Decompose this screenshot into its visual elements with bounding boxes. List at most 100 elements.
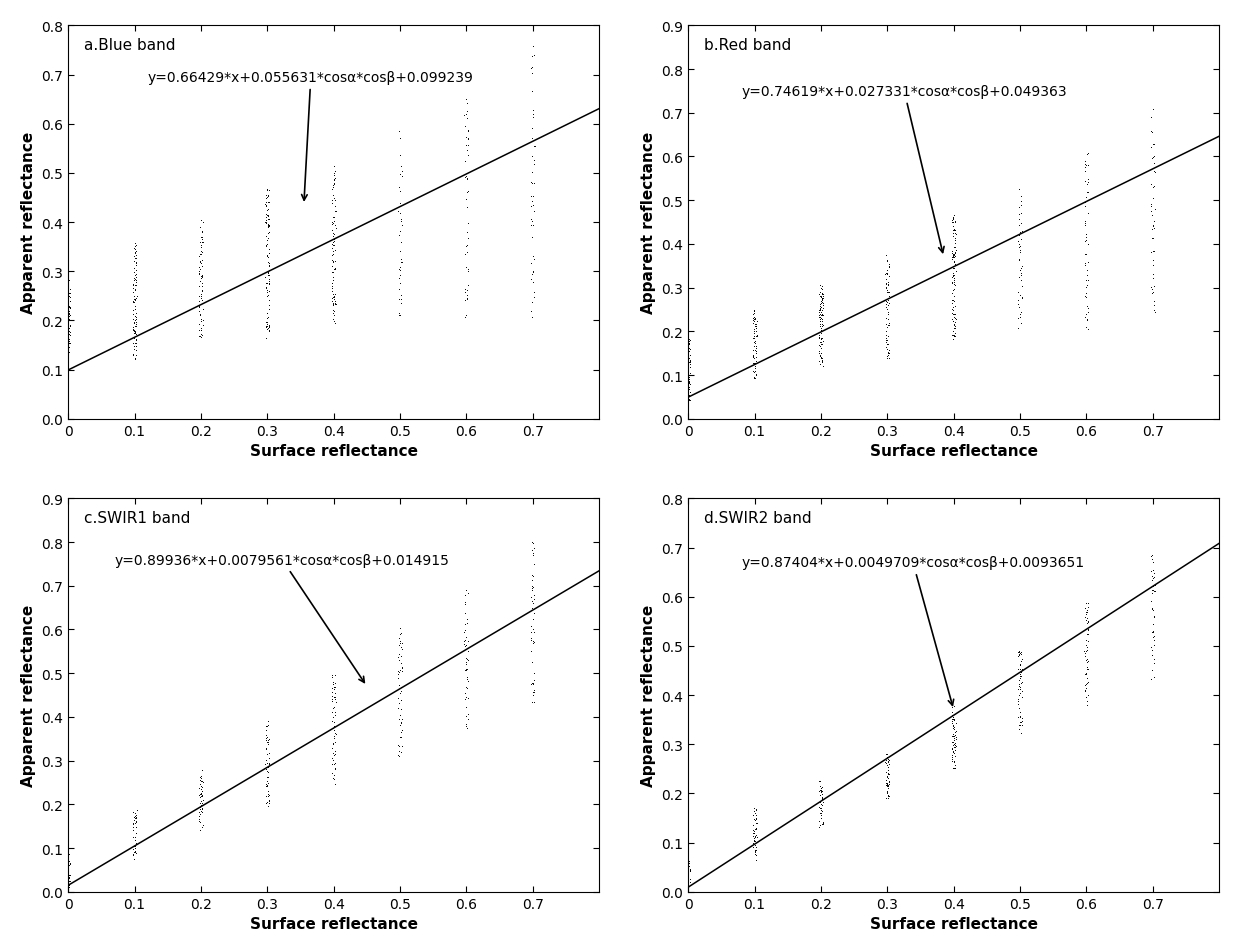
Point <box>812 287 832 302</box>
Point <box>1009 657 1029 672</box>
Point <box>1141 640 1161 655</box>
Point <box>324 171 343 187</box>
Point <box>942 286 962 301</box>
Point <box>678 364 698 379</box>
Point <box>459 149 479 164</box>
Point <box>326 221 346 236</box>
Point <box>811 781 831 796</box>
Point <box>522 573 542 588</box>
Point <box>946 730 966 745</box>
Point <box>944 329 963 345</box>
Point <box>126 336 146 351</box>
Point <box>456 239 476 254</box>
Point <box>459 585 479 601</box>
Point <box>942 712 962 727</box>
Point <box>1143 137 1163 152</box>
Point <box>942 707 962 723</box>
Point <box>677 356 697 371</box>
Point <box>1079 614 1099 629</box>
Point <box>944 754 963 769</box>
Point <box>192 783 212 799</box>
Point <box>126 288 146 304</box>
Point <box>259 298 279 313</box>
Point <box>677 347 697 362</box>
Point <box>325 680 345 695</box>
Point <box>522 121 542 136</box>
Point <box>523 677 543 692</box>
Point <box>810 338 830 353</box>
Point <box>125 325 145 340</box>
Point <box>125 251 145 267</box>
Point <box>680 350 699 366</box>
Point <box>258 209 278 225</box>
Point <box>123 304 143 319</box>
Point <box>57 324 77 339</box>
Point <box>1076 307 1096 323</box>
Point <box>392 648 412 664</box>
Point <box>57 871 77 886</box>
Point <box>945 215 965 230</box>
Point <box>945 743 965 758</box>
Point <box>1143 285 1163 300</box>
Point <box>191 774 211 789</box>
Point <box>677 376 697 391</box>
Point <box>259 745 279 761</box>
Point <box>324 244 343 259</box>
Point <box>877 263 897 278</box>
Point <box>678 385 698 400</box>
Point <box>811 783 831 799</box>
Point <box>877 272 897 288</box>
Point <box>255 239 275 254</box>
Point <box>191 213 211 228</box>
Point <box>1141 110 1161 126</box>
Point <box>813 288 833 303</box>
Point <box>192 225 212 240</box>
Point <box>945 246 965 261</box>
Point <box>58 340 78 355</box>
Point <box>1079 238 1099 253</box>
Point <box>523 218 543 233</box>
Point <box>810 310 830 326</box>
Point <box>811 805 831 821</box>
Point <box>1009 709 1029 724</box>
Point <box>1078 655 1097 670</box>
Point <box>810 297 830 312</box>
Point <box>325 193 345 208</box>
Point <box>875 277 895 292</box>
Point <box>944 240 963 255</box>
Point <box>745 317 765 332</box>
Point <box>389 262 409 277</box>
Point <box>1142 586 1162 602</box>
Point <box>812 279 832 294</box>
Point <box>681 863 701 878</box>
Point <box>1078 237 1097 252</box>
Point <box>1011 662 1030 677</box>
Point <box>523 198 543 213</box>
Point <box>523 611 543 626</box>
Point <box>391 685 410 701</box>
Point <box>878 777 898 792</box>
Point <box>1009 226 1029 241</box>
Point <box>124 844 144 860</box>
Point <box>1142 280 1162 295</box>
Point <box>257 317 277 332</box>
Point <box>190 265 210 280</box>
Point <box>58 867 78 883</box>
Point <box>190 288 210 304</box>
Point <box>745 821 765 836</box>
Point <box>1076 272 1096 288</box>
Point <box>680 342 699 357</box>
Point <box>455 623 475 638</box>
Point <box>745 828 765 843</box>
Point <box>745 356 765 371</box>
Point <box>258 219 278 234</box>
Point <box>744 311 764 327</box>
Point <box>389 276 409 291</box>
Point <box>392 715 412 730</box>
Point <box>680 355 699 370</box>
Point <box>257 289 277 305</box>
Point <box>1012 662 1032 677</box>
Point <box>877 758 897 773</box>
Point <box>325 707 345 723</box>
Point <box>123 286 143 301</box>
